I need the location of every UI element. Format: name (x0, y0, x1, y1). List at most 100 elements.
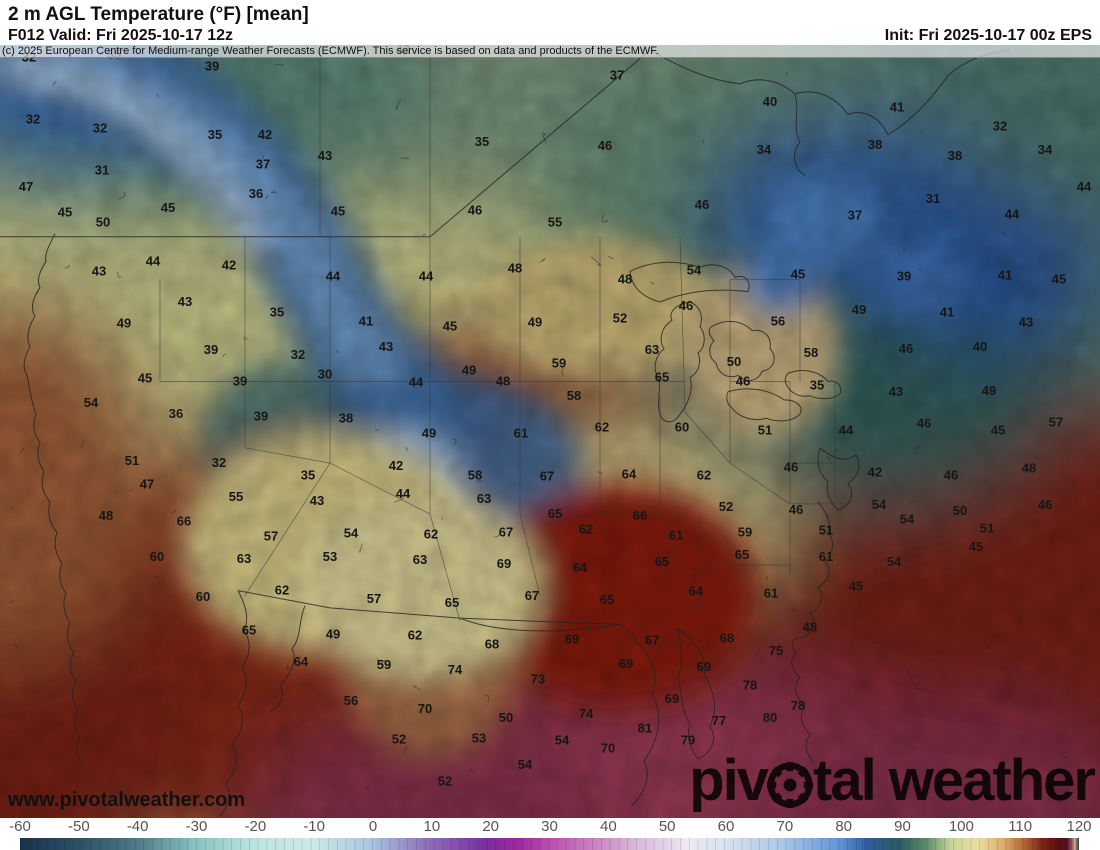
svg-text:43: 43 (379, 339, 393, 354)
svg-text:49: 49 (982, 383, 996, 398)
svg-text:69: 69 (497, 556, 511, 571)
svg-text:37: 37 (610, 68, 624, 83)
svg-text:32: 32 (993, 119, 1007, 134)
svg-text:65: 65 (655, 369, 669, 384)
svg-text:39: 39 (897, 268, 911, 283)
svg-text:61: 61 (514, 426, 528, 441)
svg-text:54: 54 (84, 395, 99, 410)
svg-text:48: 48 (618, 272, 632, 287)
svg-text:39: 39 (204, 342, 218, 357)
svg-text:49: 49 (422, 426, 436, 441)
svg-text:54: 54 (900, 511, 915, 526)
svg-text:46: 46 (899, 341, 913, 356)
svg-text:65: 65 (655, 554, 669, 569)
svg-text:44: 44 (146, 253, 161, 268)
svg-text:52: 52 (392, 731, 406, 746)
svg-text:55: 55 (548, 214, 562, 229)
svg-text:50: 50 (499, 710, 513, 725)
svg-text:44: 44 (396, 486, 411, 501)
svg-text:61: 61 (819, 549, 833, 564)
svg-text:42: 42 (258, 127, 272, 142)
svg-text:69: 69 (565, 631, 579, 646)
svg-text:41: 41 (998, 267, 1012, 282)
svg-text:78: 78 (791, 698, 805, 713)
svg-text:39: 39 (233, 373, 247, 388)
svg-text:63: 63 (645, 342, 659, 357)
svg-text:48: 48 (803, 619, 817, 634)
svg-text:65: 65 (735, 547, 749, 562)
svg-text:70: 70 (601, 741, 615, 756)
svg-text:32: 32 (291, 347, 305, 362)
svg-text:58: 58 (468, 467, 482, 482)
svg-text:45: 45 (138, 370, 152, 385)
svg-text:50: 50 (96, 214, 110, 229)
svg-text:45: 45 (791, 266, 805, 281)
svg-text:65: 65 (600, 592, 614, 607)
svg-text:47: 47 (19, 179, 33, 194)
svg-text:44: 44 (1077, 179, 1092, 194)
svg-text:54: 54 (555, 732, 570, 747)
svg-text:35: 35 (810, 378, 824, 393)
svg-text:31: 31 (95, 162, 109, 177)
svg-text:68: 68 (720, 630, 734, 645)
svg-text:36: 36 (249, 186, 263, 201)
svg-text:69: 69 (619, 656, 633, 671)
svg-text:45: 45 (1052, 272, 1066, 287)
svg-text:45: 45 (58, 204, 72, 219)
svg-text:43: 43 (1019, 314, 1033, 329)
svg-text:64: 64 (622, 466, 637, 481)
svg-text:80: 80 (763, 710, 777, 725)
svg-text:48: 48 (508, 260, 522, 275)
svg-text:62: 62 (579, 521, 593, 536)
svg-text:67: 67 (525, 588, 539, 603)
svg-text:51: 51 (819, 522, 833, 537)
svg-text:57: 57 (264, 529, 278, 544)
svg-text:69: 69 (665, 691, 679, 706)
svg-text:62: 62 (275, 583, 289, 598)
svg-text:56: 56 (344, 693, 358, 708)
svg-text:37: 37 (848, 207, 862, 222)
svg-text:46: 46 (1038, 497, 1052, 512)
svg-text:74: 74 (448, 662, 463, 677)
svg-text:46: 46 (917, 415, 931, 430)
svg-text:46: 46 (784, 459, 798, 474)
svg-text:54: 54 (687, 262, 702, 277)
svg-text:44: 44 (1005, 206, 1020, 221)
svg-text:73: 73 (531, 671, 545, 686)
svg-text:50: 50 (727, 354, 741, 369)
svg-text:53: 53 (323, 549, 337, 564)
svg-text:46: 46 (598, 138, 612, 153)
svg-text:61: 61 (669, 527, 683, 542)
svg-text:49: 49 (852, 302, 866, 317)
svg-text:64: 64 (573, 560, 588, 575)
svg-text:61: 61 (764, 586, 778, 601)
svg-text:46: 46 (736, 373, 750, 388)
svg-text:59: 59 (552, 355, 566, 370)
svg-text:60: 60 (150, 549, 164, 564)
svg-text:62: 62 (595, 419, 609, 434)
svg-text:46: 46 (679, 298, 693, 313)
svg-text:37: 37 (256, 156, 270, 171)
svg-text:66: 66 (177, 513, 191, 528)
svg-text:65: 65 (445, 595, 459, 610)
svg-text:54: 54 (872, 497, 887, 512)
svg-text:54: 54 (518, 757, 533, 772)
svg-text:59: 59 (377, 657, 391, 672)
svg-text:62: 62 (697, 467, 711, 482)
svg-text:43: 43 (310, 493, 324, 508)
svg-text:63: 63 (237, 551, 251, 566)
svg-text:67: 67 (540, 468, 554, 483)
svg-text:54: 54 (344, 525, 359, 540)
svg-text:35: 35 (270, 304, 284, 319)
svg-text:32: 32 (26, 111, 40, 126)
svg-text:40: 40 (763, 94, 777, 109)
svg-text:63: 63 (413, 552, 427, 567)
svg-text:41: 41 (890, 99, 904, 114)
svg-text:67: 67 (499, 524, 513, 539)
svg-text:59: 59 (738, 524, 752, 539)
svg-text:62: 62 (408, 627, 422, 642)
svg-text:34: 34 (1038, 142, 1053, 157)
svg-text:44: 44 (409, 375, 424, 390)
svg-text:46: 46 (695, 197, 709, 212)
svg-text:77: 77 (712, 713, 726, 728)
